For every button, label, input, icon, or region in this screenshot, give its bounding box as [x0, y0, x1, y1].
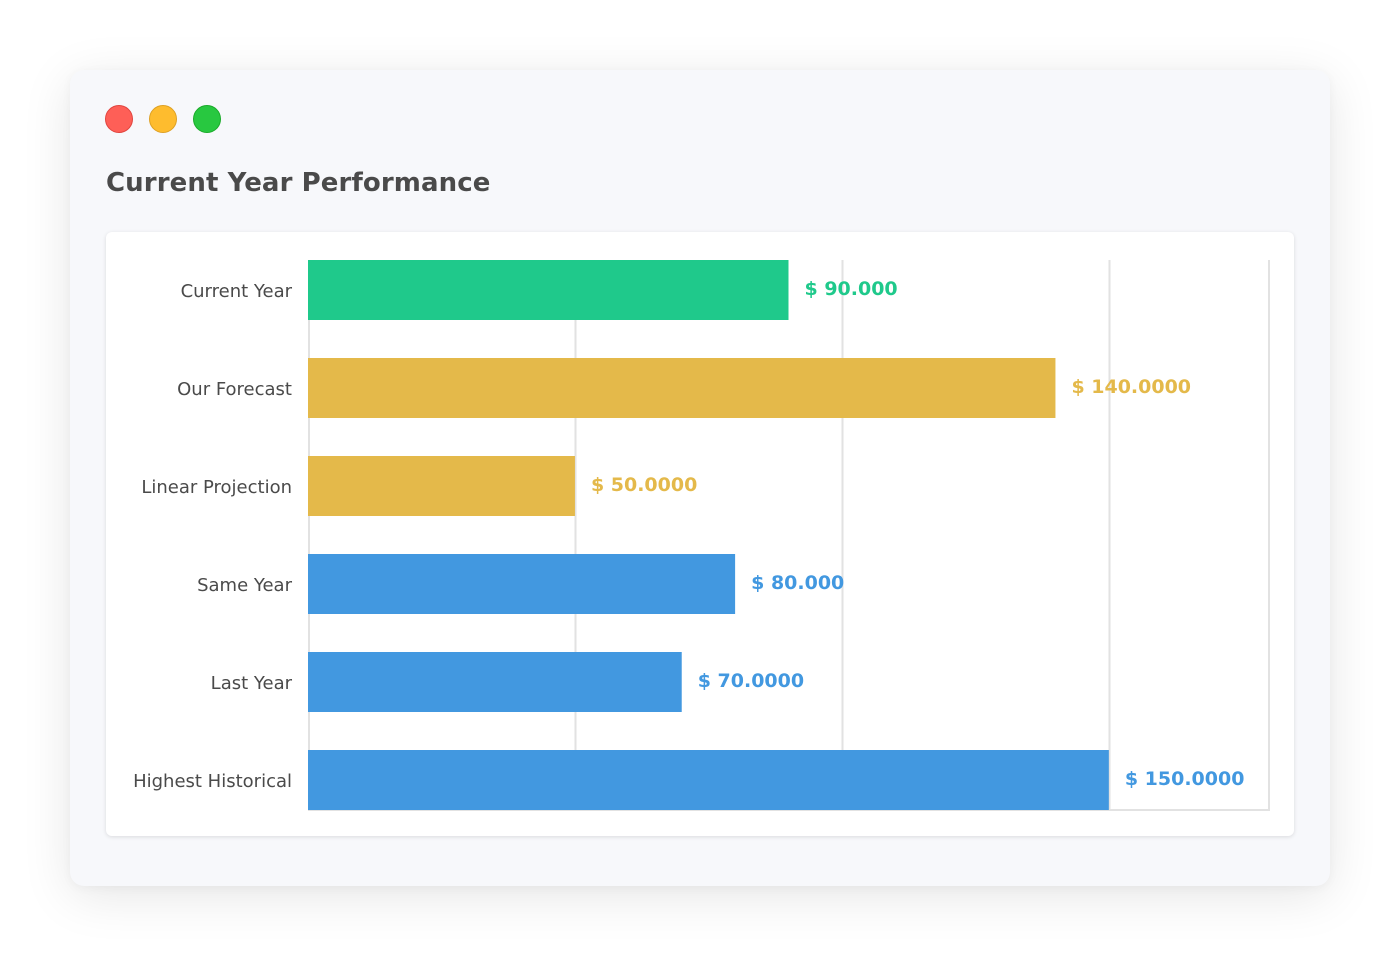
bar-same-year[interactable]	[308, 554, 736, 614]
bar-current-year[interactable]	[308, 260, 789, 320]
bar-our-forecast[interactable]	[308, 358, 1056, 418]
bar-last-year[interactable]	[308, 652, 682, 712]
value-label: $ 80.000	[751, 572, 844, 594]
bar-linear-projection[interactable]	[308, 456, 575, 516]
close-window-button[interactable]	[105, 105, 133, 133]
bar-highest-historical[interactable]	[308, 750, 1109, 810]
page-title: Current Year Performance	[106, 168, 491, 198]
category-label: Same Year	[197, 575, 292, 596]
category-label: Linear Projection	[141, 477, 292, 498]
minimize-window-button[interactable]	[149, 105, 177, 133]
value-label: $ 150.0000	[1125, 768, 1245, 790]
value-label: $ 50.0000	[591, 474, 697, 496]
category-label: Highest Historical	[133, 771, 292, 792]
axis-frame	[308, 260, 1270, 811]
chart-card: Current Year $ 90.000 Our Forecast $ 140.00…	[106, 232, 1294, 836]
bar-chart: Current Year $ 90.000 Our Forecast $ 140.00…	[133, 260, 1270, 811]
category-label: Last Year	[211, 673, 293, 694]
category-label: Current Year	[181, 281, 293, 302]
maximize-window-button[interactable]	[193, 105, 221, 133]
value-label: $ 90.000	[805, 278, 898, 300]
category-label: Our Forecast	[177, 379, 292, 400]
app-window: Current Year Performance Current Year $ 9…	[70, 70, 1330, 886]
value-label: $ 70.0000	[698, 670, 804, 692]
value-label: $ 140.0000	[1071, 376, 1191, 398]
